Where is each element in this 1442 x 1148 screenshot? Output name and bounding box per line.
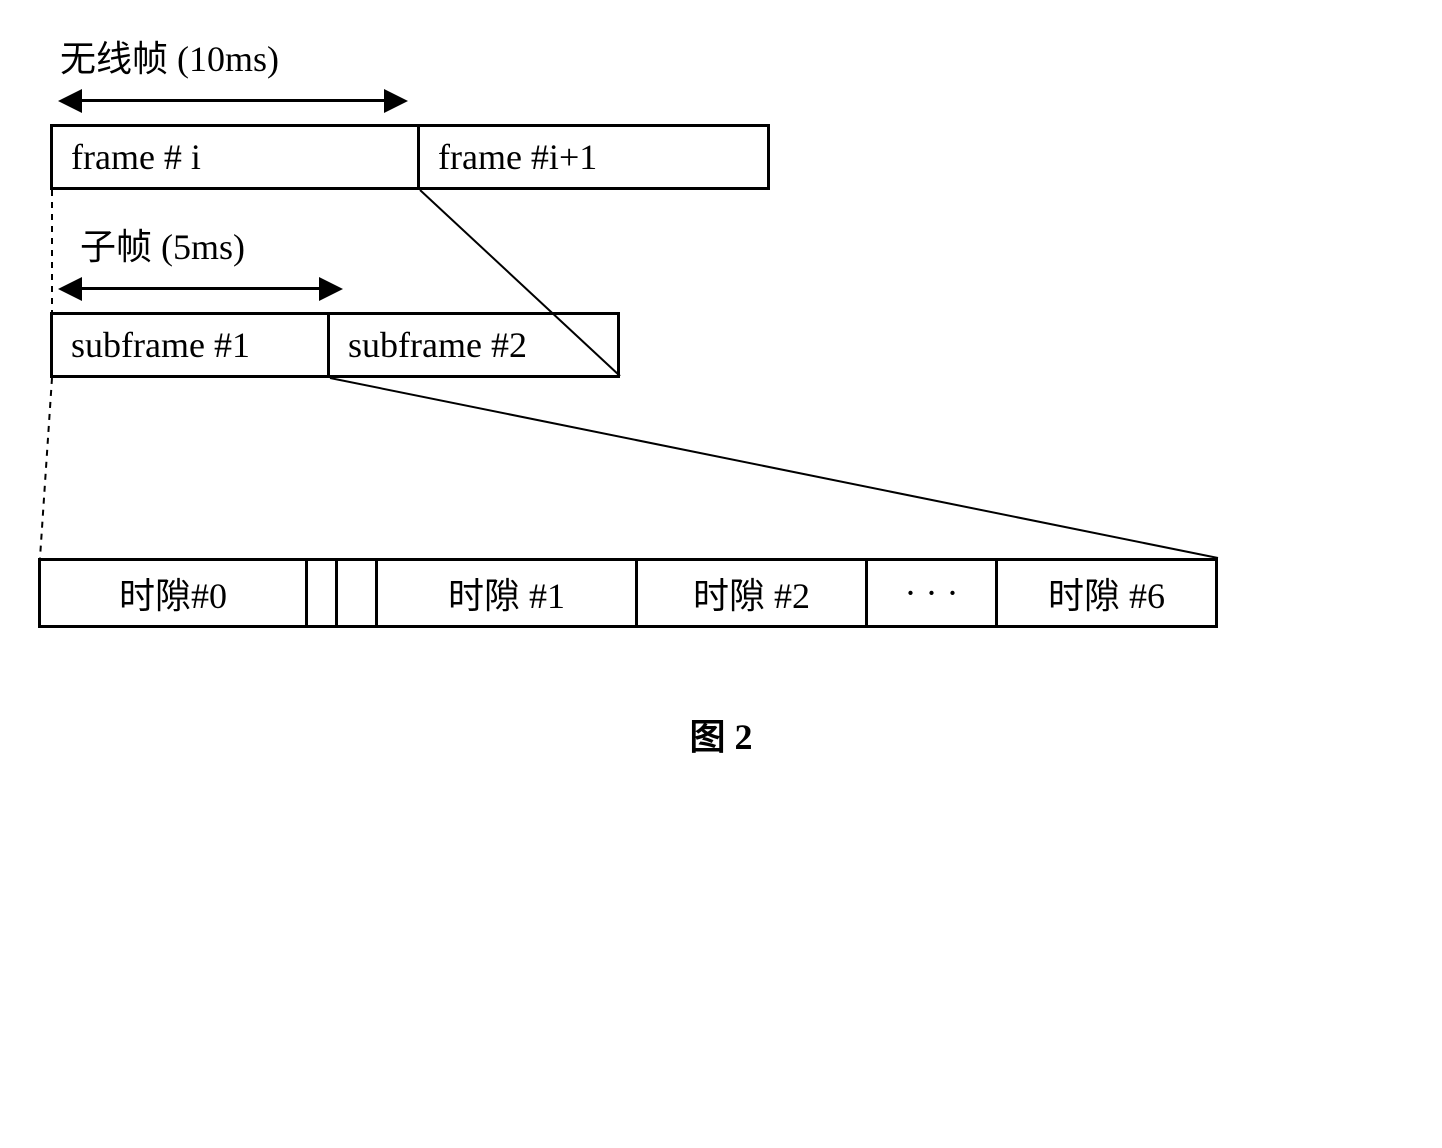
frame-structure-diagram: 无线帧 (10ms) frame # i frame #i+1 子帧 (5ms)… — [30, 30, 1412, 760]
slot-ellipsis-box: · · · — [868, 558, 998, 628]
slot-0-box: 时隙#0 — [38, 558, 308, 628]
radio-frame-label: 无线帧 (10ms) — [60, 30, 1412, 82]
slot-gap — [308, 558, 338, 628]
subframe-2-box: subframe #2 — [330, 312, 620, 378]
subframes-row: subframe #1 subframe #2 — [50, 312, 1412, 378]
frames-row: frame # i frame #i+1 — [50, 124, 1412, 190]
slot-2-box: 时隙 #2 — [638, 558, 868, 628]
slot-1-box: 时隙 #1 — [378, 558, 638, 628]
frame-duration-arrow — [58, 86, 1412, 116]
slots-row: 时隙#0 时隙 #1 时隙 #2 · · · 时隙 #6 — [38, 558, 1412, 628]
slot-gap — [338, 558, 378, 628]
frame-i-plus-1-box: frame #i+1 — [420, 124, 770, 190]
guide-subframe-to-slots — [30, 378, 1412, 558]
subframe-1-box: subframe #1 — [50, 312, 330, 378]
subframe-duration-arrow — [58, 274, 1412, 304]
figure-caption: 图 2 — [30, 708, 1412, 760]
guide-frame-to-subframe — [30, 190, 1412, 240]
slot-6-box: 时隙 #6 — [998, 558, 1218, 628]
frame-i-box: frame # i — [50, 124, 420, 190]
